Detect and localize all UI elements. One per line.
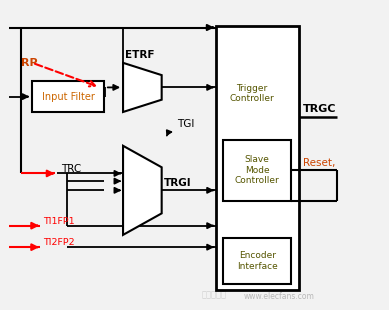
Text: Slave
Mode
Controller: Slave Mode Controller (235, 155, 280, 185)
Text: TRGC: TRGC (303, 104, 336, 114)
Bar (216, 26, 299, 290)
Polygon shape (123, 146, 162, 235)
Text: TRC: TRC (61, 164, 82, 174)
Bar (32, 81, 104, 112)
Bar (223, 140, 291, 201)
Text: TI1FP1: TI1FP1 (43, 217, 75, 226)
Text: Input Filter: Input Filter (42, 92, 95, 102)
Text: Trigger
Controller: Trigger Controller (229, 84, 274, 103)
Text: ETRF: ETRF (125, 50, 154, 60)
Text: TRGI: TRGI (164, 178, 191, 188)
Text: 电子发烧网: 电子发烧网 (202, 290, 226, 299)
Text: Reset,: Reset, (303, 158, 335, 168)
Text: TI2FP2: TI2FP2 (43, 238, 75, 247)
Bar (223, 238, 291, 284)
Text: Encoder
Interface: Encoder Interface (237, 251, 278, 271)
Text: TGI: TGI (177, 119, 194, 129)
Polygon shape (123, 63, 162, 112)
Text: www.elecfans.com: www.elecfans.com (244, 292, 315, 301)
Text: RP: RP (21, 58, 37, 68)
